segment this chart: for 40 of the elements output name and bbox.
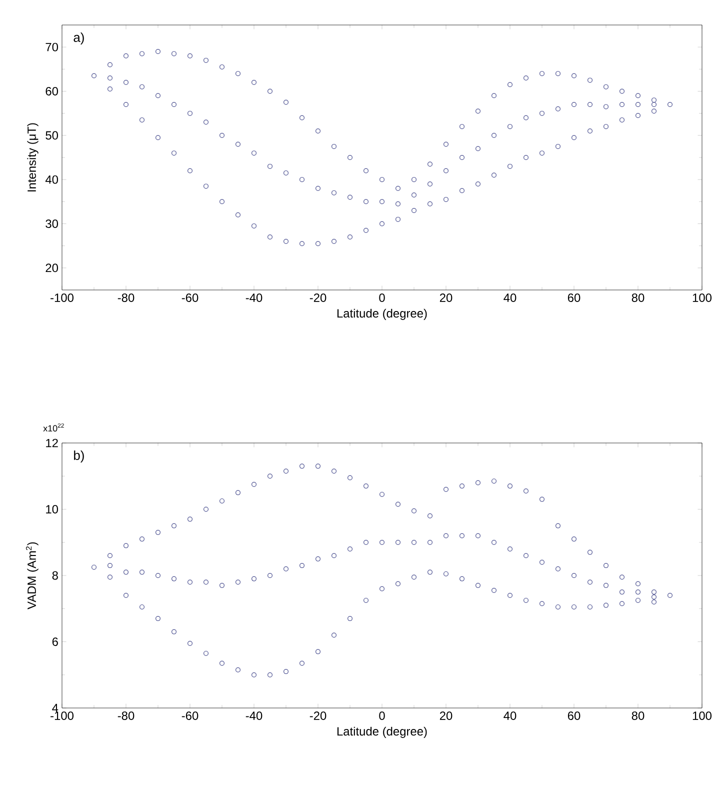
x-axis-title: Latitude (degree) — [337, 726, 427, 738]
x-tick-label: -20 — [310, 294, 326, 302]
y-tick-label: 20 — [46, 264, 58, 272]
x-tick-label: -100 — [50, 712, 74, 720]
y-axis-title: VADM (Am$^{2}$) — [26, 542, 38, 610]
x-tick-label: 40 — [504, 294, 516, 302]
y-axis-title: Intensity (μT) — [27, 123, 38, 192]
y-tick-label: 10 — [46, 505, 58, 514]
x-axis-title: Latitude (degree) — [337, 308, 427, 320]
x-tick-label: -80 — [118, 294, 134, 302]
x-tick-label: 80 — [632, 712, 644, 720]
x-tick-label: 100 — [692, 294, 712, 302]
y-tick-label: 60 — [46, 87, 58, 96]
x-tick-label: 0 — [379, 712, 385, 720]
x-tick-label: 60 — [568, 712, 580, 720]
x-tick-label: 100 — [692, 712, 712, 720]
annotation: b) — [74, 450, 84, 463]
x-tick-label: -80 — [118, 712, 134, 720]
x-tick-label: -40 — [246, 294, 262, 302]
x-tick-label: -20 — [310, 712, 326, 720]
x-tick-label: -60 — [182, 294, 198, 302]
x-tick-label: 40 — [504, 712, 516, 720]
x-tick-label: 0 — [379, 294, 385, 302]
y-tick-label: 8 — [52, 571, 58, 580]
x-tick-label: 60 — [568, 294, 580, 302]
x-tick-label: -60 — [182, 712, 198, 720]
x-tick-label: -40 — [246, 712, 262, 720]
y-tick-label: 40 — [45, 175, 58, 184]
y-tick-label: 30 — [46, 220, 58, 228]
text: x10$^{22}$ — [43, 423, 64, 432]
x-tick-label: 80 — [632, 294, 644, 302]
y-tick-label: 6 — [52, 638, 58, 646]
y-tick-label: 70 — [46, 42, 58, 52]
x-tick-label: 20 — [440, 294, 452, 302]
x-tick-label: 20 — [440, 712, 452, 720]
y-tick-label: 50 — [46, 131, 58, 140]
y-tick-label: 12 — [46, 438, 58, 448]
y-tick-label: 4 — [52, 704, 58, 712]
annotation: a) — [74, 32, 84, 45]
x-tick-label: -100 — [50, 294, 74, 302]
